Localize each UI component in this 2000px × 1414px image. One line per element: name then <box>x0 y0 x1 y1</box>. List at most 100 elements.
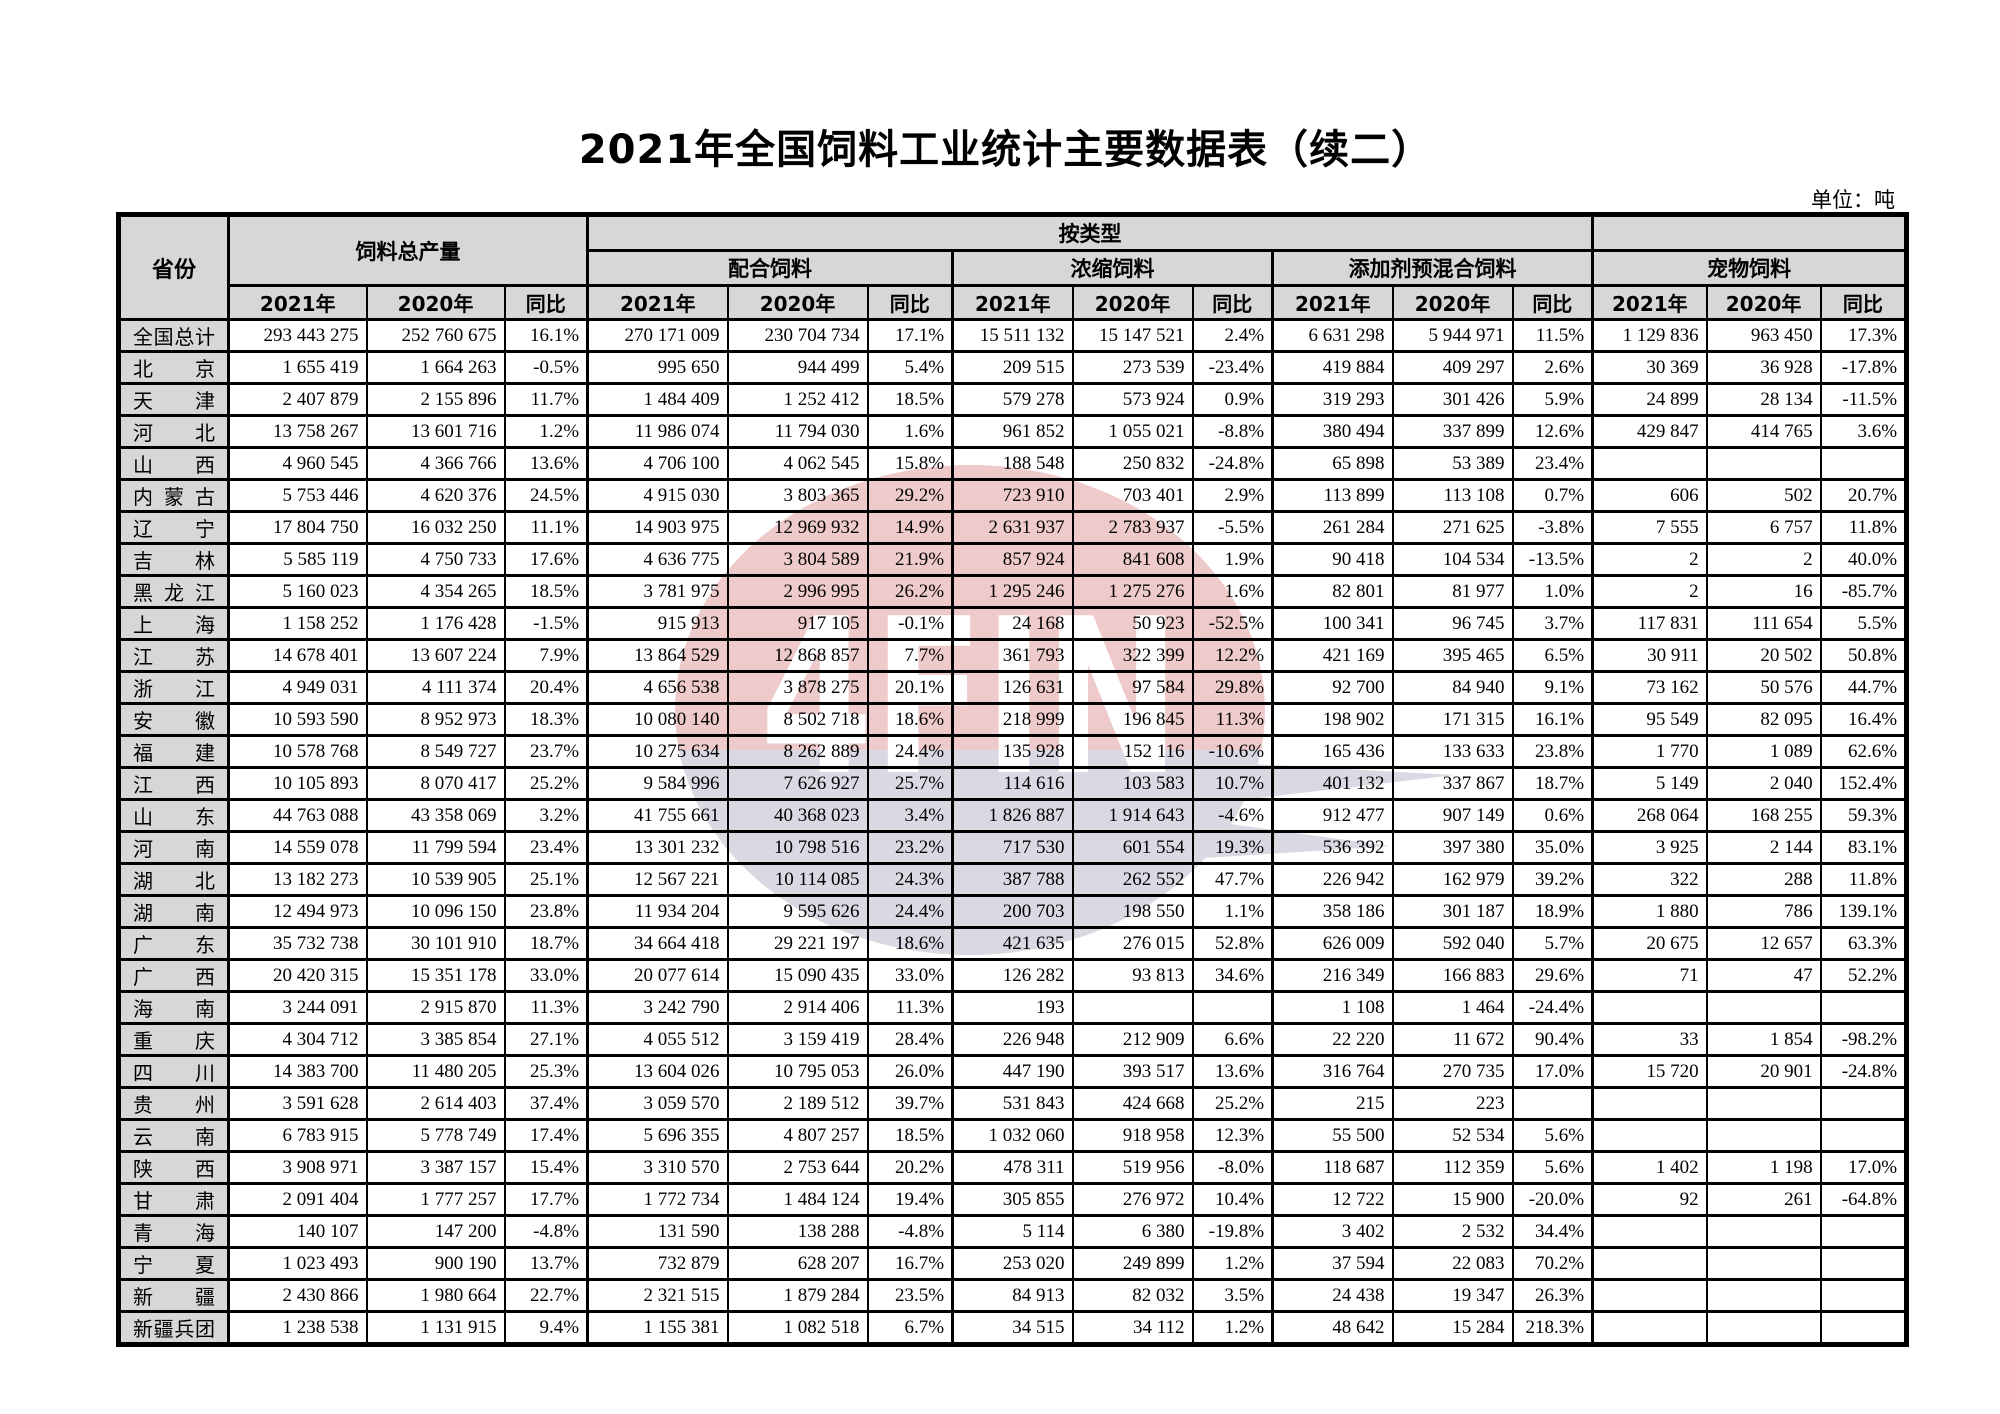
value-cell: 96 745 <box>1391 606 1514 641</box>
value-cell <box>1705 990 1822 1025</box>
province-cell: 湖北 <box>117 862 230 897</box>
value-cell: 82 032 <box>1071 1278 1194 1313</box>
value-cell: 48 642 <box>1271 1310 1394 1346</box>
value-cell: 52 534 <box>1391 1118 1514 1153</box>
value-cell: 216 349 <box>1271 958 1394 993</box>
province-cell: 北京 <box>117 350 230 385</box>
table-row: 北京 1 655 419 1 664 263 -0.5% 995 650 944 499 5… <box>117 350 1908 385</box>
value-cell: -4.8% <box>503 1214 589 1249</box>
value-cell: 4 750 733 <box>365 542 506 577</box>
value-cell: -23.4% <box>1191 350 1274 385</box>
table-row: 江西 10 105 893 8 070 417 25.2% 9 584 996 7 626… <box>117 766 1908 801</box>
value-cell: 200 703 <box>951 894 1074 929</box>
value-cell <box>1819 1214 1908 1249</box>
value-cell: 606 <box>1591 478 1708 513</box>
header-pet-yoy: 同比 <box>1819 284 1908 321</box>
value-cell: 23.4% <box>503 830 589 865</box>
value-cell: 2.6% <box>1511 350 1594 385</box>
feed-stats-table: 省份 饲料总产量 按类型 配合饲料 浓缩饲料 添加剂预混合饲料 宠物饲料 202… <box>116 212 1910 1347</box>
value-cell: 10 593 590 <box>227 702 368 737</box>
value-cell: 29 221 197 <box>726 926 869 961</box>
value-cell: 15 720 <box>1591 1054 1708 1089</box>
value-cell <box>1819 990 1908 1025</box>
value-cell: 15.8% <box>866 446 954 481</box>
value-cell: 301 426 <box>1391 382 1514 417</box>
value-cell: 13.6% <box>503 446 589 481</box>
value-cell: 10 798 516 <box>726 830 869 865</box>
value-cell: -24.8% <box>1191 446 1274 481</box>
header-by-type: 按类型 <box>586 213 1594 252</box>
value-cell: 262 552 <box>1071 862 1194 897</box>
value-cell: 39.2% <box>1511 862 1594 897</box>
value-cell: 305 855 <box>951 1182 1074 1217</box>
value-cell: 15 351 178 <box>365 958 506 993</box>
value-cell: 732 879 <box>586 1246 729 1281</box>
table-row: 四川 14 383 700 11 480 205 25.3% 13 604 026 10 … <box>117 1054 1908 1089</box>
value-cell: 6.5% <box>1511 638 1594 673</box>
value-cell: 10 275 634 <box>586 734 729 769</box>
value-cell: 4 949 031 <box>227 670 368 705</box>
value-cell: 5.4% <box>866 350 954 385</box>
value-cell: 301 187 <box>1391 894 1514 929</box>
value-cell: 19.3% <box>1191 830 1274 865</box>
header-row-3: 2021年 2020年 同比 2021年 2020年 同比 2021年 2020… <box>119 284 1908 321</box>
value-cell: 30 369 <box>1591 350 1708 385</box>
value-cell: 2 <box>1591 542 1708 577</box>
value-cell <box>1071 990 1194 1025</box>
value-cell: 786 <box>1705 894 1822 929</box>
value-cell: 963 450 <box>1705 318 1822 353</box>
value-cell: 12.6% <box>1511 414 1594 449</box>
value-cell: 17.1% <box>866 318 954 353</box>
value-cell: 2 631 937 <box>951 510 1074 545</box>
value-cell: 11 934 204 <box>586 894 729 929</box>
value-cell: 14 559 078 <box>227 830 368 865</box>
value-cell: 944 499 <box>726 350 869 385</box>
value-cell: 261 <box>1705 1182 1822 1217</box>
header-concentrate-yoy: 同比 <box>1191 284 1274 321</box>
value-cell: 6.7% <box>866 1310 954 1346</box>
value-cell: 249 899 <box>1071 1246 1194 1281</box>
value-cell: 165 436 <box>1271 734 1394 769</box>
province-cell: 辽宁 <box>117 510 230 545</box>
province-cell: 宁夏 <box>117 1246 230 1281</box>
value-cell: 1 032 060 <box>951 1118 1074 1153</box>
value-cell: 18.5% <box>503 574 589 609</box>
value-cell: 1 772 734 <box>586 1182 729 1217</box>
value-cell: 215 <box>1271 1086 1394 1121</box>
value-cell <box>1819 1118 1908 1153</box>
value-cell: 28 134 <box>1705 382 1822 417</box>
value-cell: 18.9% <box>1511 894 1594 929</box>
value-cell: 15.4% <box>503 1150 589 1185</box>
value-cell: 626 009 <box>1271 926 1394 961</box>
value-cell: 47.7% <box>1191 862 1274 897</box>
value-cell: 5 944 971 <box>1391 318 1514 353</box>
value-cell: 50 576 <box>1705 670 1822 705</box>
value-cell: 361 793 <box>951 638 1074 673</box>
value-cell: 293 443 275 <box>227 318 368 353</box>
value-cell: 65 898 <box>1271 446 1394 481</box>
value-cell: 414 765 <box>1705 414 1822 449</box>
value-cell <box>1591 1118 1708 1153</box>
value-cell: 35.0% <box>1511 830 1594 865</box>
value-cell: 3.6% <box>1819 414 1908 449</box>
value-cell: 703 401 <box>1071 478 1194 513</box>
province-cell: 吉林 <box>117 542 230 577</box>
value-cell: 44.7% <box>1819 670 1908 705</box>
value-cell: 24 438 <box>1271 1278 1394 1313</box>
value-cell: 114 616 <box>951 766 1074 801</box>
value-cell: 3 803 365 <box>726 478 869 513</box>
table-row: 湖南 12 494 973 10 096 150 23.8% 11 934 204 9 5… <box>117 894 1908 929</box>
value-cell: 188 548 <box>951 446 1074 481</box>
value-cell: 13.6% <box>1191 1054 1274 1089</box>
value-cell: 961 852 <box>951 414 1074 449</box>
value-cell: 12 657 <box>1705 926 1822 961</box>
value-cell: 2 <box>1705 542 1822 577</box>
value-cell: 55 500 <box>1271 1118 1394 1153</box>
value-cell: 1 777 257 <box>365 1182 506 1217</box>
value-cell: 81 977 <box>1391 574 1514 609</box>
value-cell: 17 804 750 <box>227 510 368 545</box>
value-cell: 34 664 418 <box>586 926 729 961</box>
header-compound-yoy: 同比 <box>866 284 954 321</box>
value-cell: 25.7% <box>866 766 954 801</box>
value-cell: 11 986 074 <box>586 414 729 449</box>
